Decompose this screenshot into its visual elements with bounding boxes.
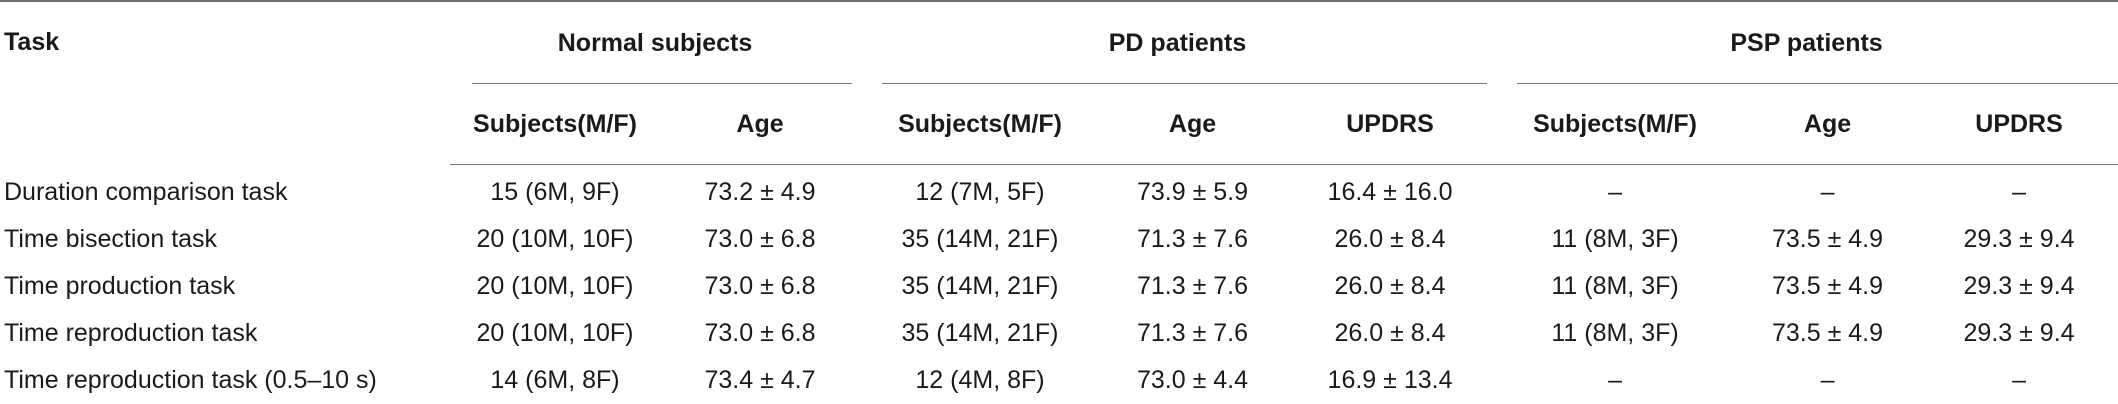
table-cell: 12 (4M, 8F) (915, 366, 1045, 394)
table-cell: – (1608, 366, 1622, 394)
table-header: Task Normal subjects PD patients PSP pat… (0, 0, 2118, 165)
table-cell: 73.9 ± 5.9 (1137, 178, 1249, 206)
header-group-pd: PD patients (860, 0, 1496, 84)
table-cell: 16.4 ± 16.0 (1327, 178, 1453, 206)
group-rule-pd (882, 83, 1488, 84)
table-cell: 26.0 ± 8.4 (1334, 225, 1446, 253)
row-task-label: Time bisection task (4, 225, 218, 253)
table-cell: 16.9 ± 13.4 (1327, 366, 1453, 394)
table-row: Duration comparison task 15 (6M, 9F) 73.… (0, 165, 2118, 217)
table-cell: 35 (14M, 21F) (901, 319, 1059, 347)
table-cell: 20 (10M, 10F) (476, 319, 634, 347)
table-body: Duration comparison task 15 (6M, 9F) 73.… (0, 165, 2118, 404)
table-cell: 71.3 ± 7.6 (1137, 319, 1249, 347)
header-group-normal-label: Normal subjects (557, 28, 753, 57)
table-cell: 73.5 ± 4.9 (1772, 272, 1884, 300)
table-cell: 26.0 ± 8.4 (1334, 272, 1446, 300)
header-group-psp-label: PSP patients (1730, 28, 1883, 57)
table-cell: 73.5 ± 4.9 (1772, 225, 1884, 253)
header-row-columns: Subjects(M/F) Age Subjects(M/F) Age UPDR… (0, 84, 2118, 165)
table-cell: – (1608, 178, 1622, 206)
table-cell: 29.3 ± 9.4 (1963, 272, 2075, 300)
row-task-label: Time reproduction task (4, 319, 258, 347)
table-cell: 11 (8M, 3F) (1551, 319, 1679, 347)
table-cell: 35 (14M, 21F) (901, 225, 1059, 253)
table-cell: 11 (8M, 3F) (1551, 272, 1679, 300)
header-task: Task (0, 0, 450, 165)
header-pd-subjects: Subjects(M/F) (860, 84, 1101, 165)
table-cell: 73.0 ± 6.8 (704, 225, 816, 253)
header-psp-age: Age (1735, 84, 1921, 165)
table-row: Time production task 20 (10M, 10F) 73.0 … (0, 263, 2118, 310)
header-pd-age: Age (1100, 84, 1286, 165)
table-cell: 35 (14M, 21F) (901, 272, 1059, 300)
table-cell: 26.0 ± 8.4 (1334, 319, 1446, 347)
table-cell: – (1820, 366, 1835, 394)
header-group-normal: Normal subjects (450, 0, 861, 84)
table-cell: 29.3 ± 9.4 (1963, 225, 2075, 253)
header-row-groups: Task Normal subjects PD patients PSP pat… (0, 0, 2118, 165)
header-psp-updrs: UPDRS (1920, 84, 2118, 165)
row-task-label: Duration comparison task (4, 177, 288, 206)
header-psp-subjects: Subjects(M/F) (1495, 84, 1736, 165)
header-group-psp: PSP patients (1495, 0, 2118, 84)
table-cell: 20 (10M, 10F) (476, 272, 634, 300)
group-rule-psp (1517, 83, 2118, 84)
table-cell: 71.3 ± 7.6 (1137, 272, 1249, 300)
table-cell: 29.3 ± 9.4 (1963, 319, 2075, 347)
header-pd-updrs: UPDRS (1285, 84, 1496, 165)
table-cell: 20 (10M, 10F) (476, 225, 634, 253)
table-cell: 73.0 ± 6.8 (704, 319, 816, 347)
header-normal-subjects: Subjects(M/F) (450, 84, 660, 165)
table-row: Time reproduction task 20 (10M, 10F) 73.… (0, 310, 2118, 357)
table-cell: – (2012, 366, 2026, 394)
table-cell: 73.0 ± 6.8 (704, 272, 816, 300)
table-cell: 15 (6M, 9F) (490, 178, 620, 206)
table-cell: 12 (7M, 5F) (915, 178, 1045, 206)
table-cell: – (1820, 178, 1835, 206)
table-cell: – (2012, 178, 2026, 206)
table-cell: 14 (6M, 8F) (490, 366, 620, 394)
table-cell: 73.5 ± 4.9 (1772, 319, 1884, 347)
header-normal-age: Age (660, 84, 861, 165)
table-cell: 11 (8M, 3F) (1551, 225, 1679, 253)
table-row: Time bisection task 20 (10M, 10F) 73.0 ±… (0, 216, 2118, 263)
table-cell: 73.2 ± 4.9 (704, 178, 816, 206)
header-group-pd-label: PD patients (1108, 28, 1247, 57)
table-row: Time reproduction task (0.5–10 s) 14 (6M… (0, 357, 2118, 404)
row-task-label: Time production task (4, 272, 236, 300)
group-rule-normal (472, 83, 853, 84)
table-cell: 73.0 ± 4.4 (1137, 366, 1249, 394)
table-cell: 73.4 ± 4.7 (704, 366, 816, 394)
table-cell: 71.3 ± 7.6 (1137, 225, 1249, 253)
row-task-label: Time reproduction task (0.5–10 s) (4, 366, 377, 394)
